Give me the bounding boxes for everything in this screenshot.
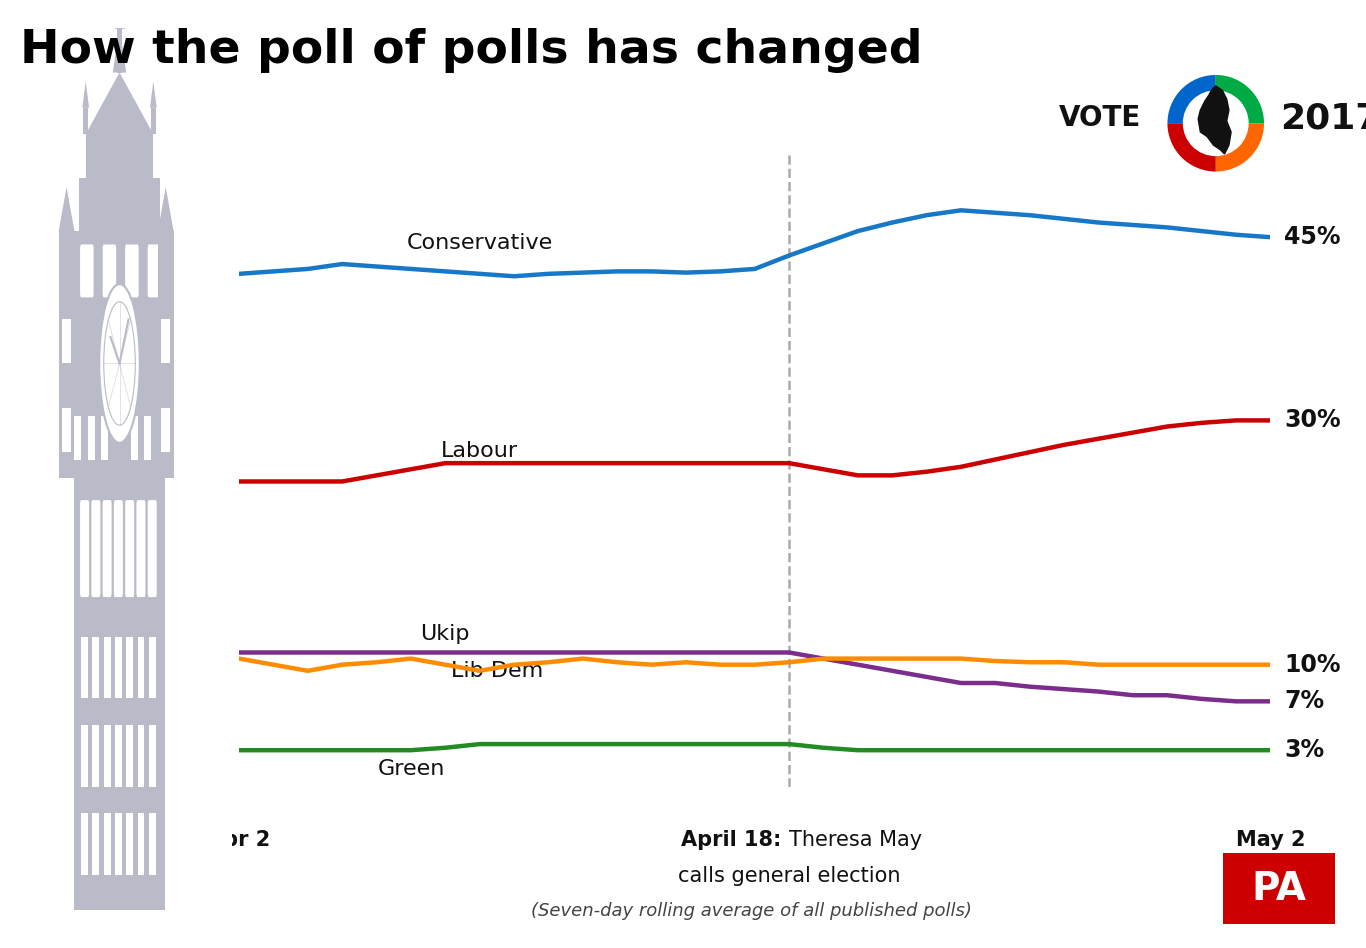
Bar [126, 725, 133, 787]
Text: 3%: 3% [182, 738, 221, 762]
Text: Conservative: Conservative [407, 233, 553, 253]
Bar [79, 178, 160, 231]
Bar [138, 725, 145, 787]
Bar [104, 637, 111, 699]
Bar [81, 637, 87, 699]
Bar [104, 725, 111, 787]
Text: Theresa May: Theresa May [790, 830, 922, 849]
Bar [75, 416, 81, 461]
Bar [149, 637, 156, 699]
Polygon shape [158, 187, 173, 231]
FancyBboxPatch shape [113, 501, 123, 597]
FancyBboxPatch shape [102, 501, 112, 597]
Polygon shape [59, 187, 75, 231]
Text: Apr 2: Apr 2 [208, 830, 270, 849]
Bar [115, 725, 122, 787]
Bar [93, 813, 100, 875]
Text: 7%: 7% [1284, 689, 1324, 713]
Bar [81, 725, 87, 787]
Bar [93, 725, 100, 787]
Text: Green: Green [377, 758, 444, 778]
Bar [86, 135, 153, 178]
Bar [59, 231, 75, 478]
Bar [101, 416, 108, 461]
Wedge shape [1168, 75, 1216, 123]
Bar [152, 108, 156, 135]
Bar [81, 813, 87, 875]
Bar [126, 813, 133, 875]
Text: Labour: Labour [441, 441, 518, 461]
Text: (Seven-day rolling average of all published polls): (Seven-day rolling average of all publis… [531, 902, 971, 920]
Bar [115, 813, 122, 875]
Text: 3%: 3% [1284, 738, 1324, 762]
Text: VOTE: VOTE [1059, 104, 1141, 133]
Bar [75, 478, 165, 601]
Polygon shape [82, 82, 89, 108]
Text: 10%: 10% [1284, 652, 1340, 677]
Wedge shape [1216, 123, 1264, 172]
Polygon shape [86, 73, 153, 135]
Circle shape [100, 284, 139, 443]
Bar [131, 416, 138, 461]
Text: How the poll of polls has changed: How the poll of polls has changed [20, 28, 923, 73]
Wedge shape [1216, 75, 1264, 123]
Text: 42%: 42% [165, 262, 221, 286]
Text: Ukip: Ukip [421, 624, 470, 644]
Bar [87, 416, 94, 461]
Bar [138, 637, 145, 699]
FancyBboxPatch shape [126, 245, 139, 298]
Bar [145, 416, 152, 461]
Polygon shape [150, 82, 157, 108]
Text: PA: PA [1251, 869, 1306, 908]
FancyBboxPatch shape [137, 501, 145, 597]
Text: May 2: May 2 [1236, 830, 1305, 849]
FancyBboxPatch shape [81, 501, 89, 597]
FancyBboxPatch shape [102, 245, 116, 298]
Polygon shape [1198, 86, 1231, 154]
Bar [117, 28, 122, 73]
Bar [75, 601, 165, 910]
Polygon shape [113, 28, 126, 73]
Bar [158, 231, 173, 478]
FancyBboxPatch shape [148, 501, 157, 597]
Text: 11%: 11% [165, 641, 221, 665]
Bar [158, 416, 165, 461]
Bar [161, 408, 171, 451]
Wedge shape [1168, 123, 1216, 172]
Bar [83, 108, 87, 135]
FancyBboxPatch shape [92, 501, 100, 597]
Text: 25%: 25% [165, 469, 221, 494]
Text: 45%: 45% [1284, 226, 1340, 249]
Text: Lib Dem: Lib Dem [451, 661, 544, 681]
Text: 2017: 2017 [1280, 101, 1366, 136]
Bar [149, 813, 156, 875]
Bar [161, 319, 171, 363]
Text: calls general election: calls general election [678, 866, 900, 886]
Bar [126, 637, 133, 699]
Bar [61, 408, 71, 451]
Text: 30%: 30% [1284, 409, 1341, 432]
Bar [93, 637, 100, 699]
Bar [68, 301, 171, 478]
FancyBboxPatch shape [148, 245, 161, 298]
Bar [149, 725, 156, 787]
Bar [75, 231, 165, 301]
Bar [115, 637, 122, 699]
Bar [61, 319, 71, 363]
FancyBboxPatch shape [81, 245, 94, 298]
Text: April 18:: April 18: [682, 830, 790, 849]
Bar [104, 813, 111, 875]
FancyBboxPatch shape [126, 501, 134, 597]
Bar [138, 813, 145, 875]
